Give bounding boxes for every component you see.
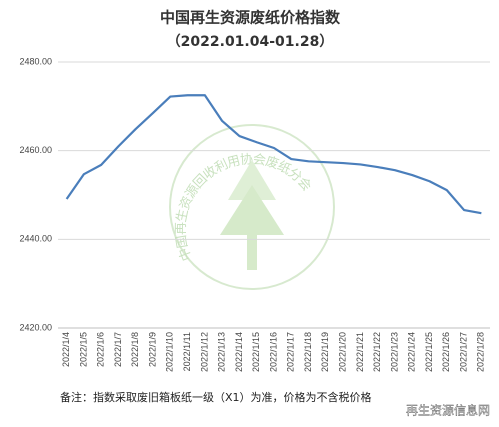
plot: 2420.00 2440.00 2460.00 2480.00 2022/1/4 2022… — [19, 56, 490, 372]
x-tick-label: 2022/1/13 — [217, 332, 227, 372]
x-tick-label: 2022/1/19 — [320, 332, 330, 372]
x-tick-label: 2022/1/12 — [199, 332, 209, 372]
y-tick-label: 2440.00 — [19, 234, 52, 244]
x-tick-label: 2022/1/25 — [424, 332, 434, 372]
x-tick-label: 2022/1/11 — [182, 332, 192, 371]
x-tick-label: 2022/1/21 — [355, 332, 365, 372]
site-watermark: 再生资源信息网 — [406, 403, 490, 418]
x-tick-label: 2022/1/15 — [251, 332, 261, 372]
x-tick-label: 2022/1/9 — [147, 332, 157, 367]
x-tick-label: 2022/1/27 — [458, 332, 468, 372]
y-tick-label: 2420.00 — [19, 322, 52, 332]
x-tick-label: 2022/1/23 — [389, 332, 399, 372]
footnote: 备注：指数采取废旧箱板纸一级（X1）为准，价格为不含税价格 — [60, 390, 372, 404]
x-tick-label: 2022/1/24 — [407, 332, 417, 372]
x-tick-label: 2022/1/26 — [441, 332, 451, 372]
line — [65, 94, 482, 215]
watermark-ring — [169, 124, 335, 290]
x-tick-label: 2022/1/5 — [78, 332, 88, 367]
x-tick-label: 2022/1/17 — [286, 332, 296, 372]
watermark-tree — [228, 160, 276, 200]
x-tick-label: 2022/1/10 — [165, 332, 175, 372]
x-tick-label: 2022/1/8 — [130, 332, 140, 367]
x-tick-label: 2022/1/7 — [113, 332, 123, 367]
x-tick-label: 2022/1/22 — [372, 332, 382, 372]
chart-title: 中国再生资源废纸价格指数 — [160, 9, 341, 27]
watermark-trunk — [247, 235, 257, 270]
x-tick-label: 2022/1/14 — [234, 332, 244, 372]
x-tick-label: 2022/1/28 — [476, 332, 486, 372]
chart-subtitle: （2022.01.04-01.28） — [167, 34, 334, 50]
x-tick-label: 2022/1/20 — [337, 332, 347, 372]
y-tick-label: 2480.00 — [19, 56, 52, 66]
x-tick-label: 2022/1/16 — [268, 332, 278, 372]
watermark-tree — [220, 185, 284, 235]
x-tick-label: 2022/1/4 — [61, 332, 71, 367]
x-tick-label: 2022/1/18 — [303, 332, 313, 372]
x-tick-label: 2022/1/6 — [96, 332, 106, 367]
y-tick-label: 2460.00 — [19, 145, 52, 155]
